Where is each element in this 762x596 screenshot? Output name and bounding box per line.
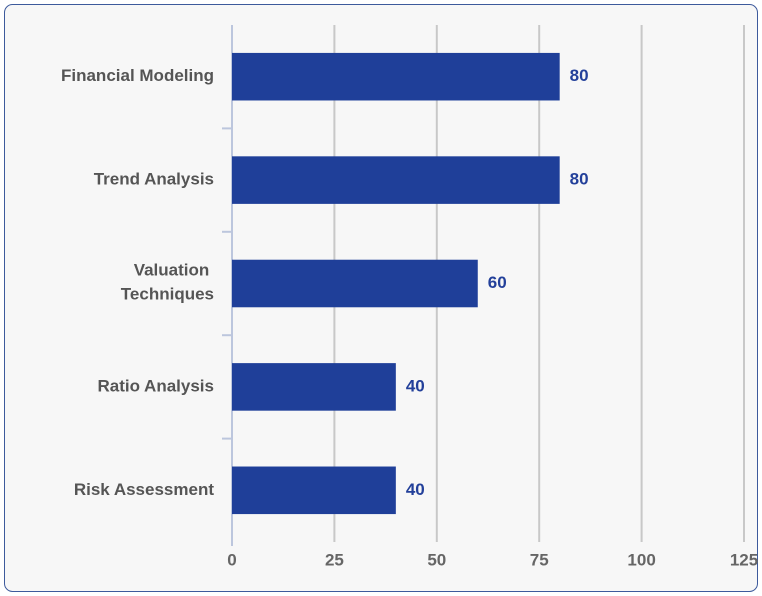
value-label: 60 [488, 273, 507, 292]
value-label: 40 [406, 376, 425, 395]
bar [232, 156, 560, 204]
bar [232, 363, 396, 411]
value-label: 80 [570, 170, 589, 189]
y-tick-label: Trend Analysis [94, 170, 214, 189]
x-tick-label: 125 [730, 550, 758, 569]
x-tick-label: 50 [427, 550, 446, 569]
x-tick-label: 25 [325, 550, 344, 569]
y-tick-label: Valuation Techniques [121, 261, 214, 304]
bar [232, 52, 560, 101]
y-tick-label: Ratio Analysis [97, 376, 214, 395]
bar [232, 259, 478, 308]
value-label: 40 [406, 480, 425, 499]
y-tick-label: Financial Modeling [61, 66, 214, 85]
x-tick-label: 100 [627, 550, 655, 569]
value-label: 80 [570, 66, 589, 85]
x-tick-label: 0 [227, 550, 236, 569]
bar [232, 466, 396, 515]
y-tick-label: Risk Assessment [74, 480, 215, 499]
x-tick-label: 75 [530, 550, 549, 569]
